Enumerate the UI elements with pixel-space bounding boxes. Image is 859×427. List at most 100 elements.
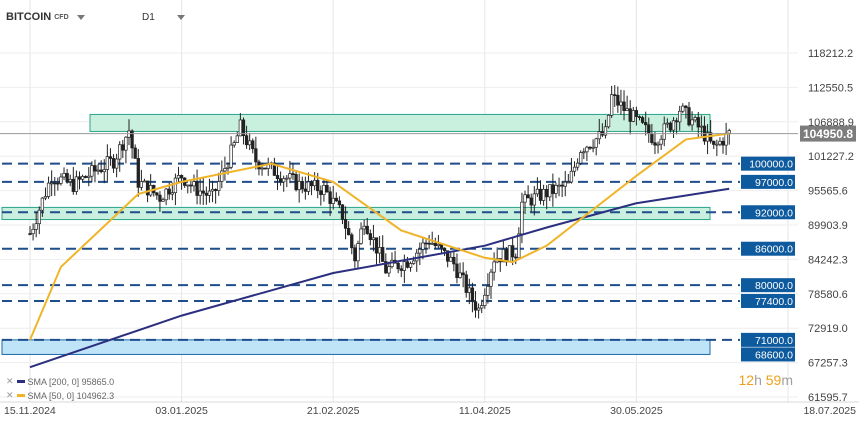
date-tick-label: 11.04.2025 — [459, 405, 511, 417]
candle-body — [248, 140, 252, 146]
candle-body — [189, 184, 193, 187]
indicator-label: SMA [50, 0] — [27, 390, 75, 401]
candle-body — [597, 131, 601, 140]
price-tick-label: 72919.0 — [808, 323, 848, 335]
candle-body — [430, 242, 434, 245]
candle-body — [399, 268, 403, 271]
candle-body — [526, 194, 530, 199]
candle-body — [634, 110, 639, 117]
indicator-sma-200[interactable]: ✕ SMA [200, 0] 95865.0 — [6, 376, 114, 387]
candle-body — [548, 184, 552, 198]
candle-body — [62, 172, 66, 178]
price-tick-label: 89903.9 — [808, 220, 848, 232]
candle-body — [563, 181, 567, 187]
candle-body — [467, 287, 471, 293]
candle-body — [609, 94, 614, 116]
candle-body — [350, 234, 354, 249]
level-label-box — [741, 205, 795, 220]
horizontal-gridlines — [0, 52, 798, 398]
candle-body — [433, 242, 437, 247]
candle-body — [408, 263, 413, 268]
candle-body — [405, 261, 410, 268]
timer-minutes: 59 — [765, 372, 782, 388]
candle-body — [173, 177, 178, 194]
price-tick-label: 61595.7 — [808, 392, 848, 404]
timeframe-selector[interactable]: D1 — [142, 8, 185, 26]
date-tick-label: 21.02.2025 — [307, 405, 360, 417]
candle-body — [105, 156, 109, 170]
candle-body — [606, 114, 611, 128]
candle-body — [359, 228, 363, 244]
current-price-label: 104950.8 — [803, 127, 853, 141]
candle-body — [121, 144, 125, 151]
candle-body — [396, 262, 400, 270]
candle-body — [684, 105, 688, 108]
timeframe-label: D1 — [142, 11, 155, 23]
candle-body — [551, 184, 555, 194]
candle-body — [557, 184, 561, 187]
price-zone — [89, 113, 711, 132]
candle-body — [207, 190, 212, 196]
candle-body — [37, 209, 41, 225]
candle-body — [53, 182, 57, 185]
candle-body — [411, 260, 416, 264]
candle-body — [325, 184, 329, 193]
candle-body — [418, 249, 422, 254]
close-icon[interactable]: ✕ — [6, 390, 14, 400]
candle-body — [161, 199, 165, 202]
candle-body — [275, 175, 280, 180]
chevron-down-icon[interactable] — [76, 14, 85, 20]
sma-200-path — [29, 187, 730, 369]
candle-body — [340, 204, 345, 220]
candle-body — [303, 188, 308, 192]
candle-body — [322, 184, 326, 195]
candle-body — [650, 133, 654, 144]
symbol-selector[interactable]: BITCOIN CFD — [6, 8, 85, 26]
candle-body — [111, 158, 116, 169]
candle-body — [449, 256, 453, 262]
candle-body — [473, 301, 478, 311]
candle-body — [671, 120, 676, 131]
candle-body — [50, 182, 54, 185]
level-label-text: 77400.0 — [755, 296, 793, 308]
level-label-text: 92000.0 — [755, 207, 793, 219]
candle-body — [365, 225, 369, 234]
current-price-line: 104950.8 — [0, 125, 856, 142]
candle-body — [347, 228, 351, 236]
level-label-text: 97000.0 — [755, 177, 793, 189]
candle-body — [291, 173, 295, 175]
candle-body — [328, 191, 332, 204]
candle-body — [446, 250, 450, 262]
candle-body — [343, 219, 348, 229]
candle-body — [377, 247, 382, 254]
candle-body — [674, 120, 679, 123]
candle-body — [566, 181, 570, 184]
candle-body — [133, 147, 137, 159]
candle-body — [693, 117, 697, 121]
level-label-text: 100000.0 — [749, 159, 793, 171]
candle-body — [87, 175, 91, 178]
candle-body — [421, 242, 425, 250]
candle-body — [436, 243, 441, 247]
candle-body — [198, 190, 202, 196]
candle-body — [65, 172, 69, 182]
candle-body — [288, 173, 292, 179]
indicator-sma-50[interactable]: ✕ SMA [50, 0] 104962.3 — [6, 390, 114, 401]
candle-body — [213, 188, 218, 191]
candle-body — [46, 182, 51, 197]
candle-body — [603, 126, 608, 136]
close-icon[interactable]: ✕ — [6, 376, 14, 386]
candle-body — [560, 184, 564, 187]
candle-body — [461, 272, 465, 276]
candle-body — [31, 228, 35, 235]
candle-body — [244, 135, 249, 146]
chevron-down-icon[interactable] — [176, 14, 185, 20]
candle-body — [492, 261, 496, 273]
indicator-value: 104962.3 — [76, 390, 115, 401]
candle-body — [529, 197, 533, 206]
candle-body — [71, 178, 75, 192]
sma-50-line — [29, 132, 730, 341]
price-tick-label: 101227.2 — [808, 151, 854, 163]
candle-body — [93, 165, 97, 172]
